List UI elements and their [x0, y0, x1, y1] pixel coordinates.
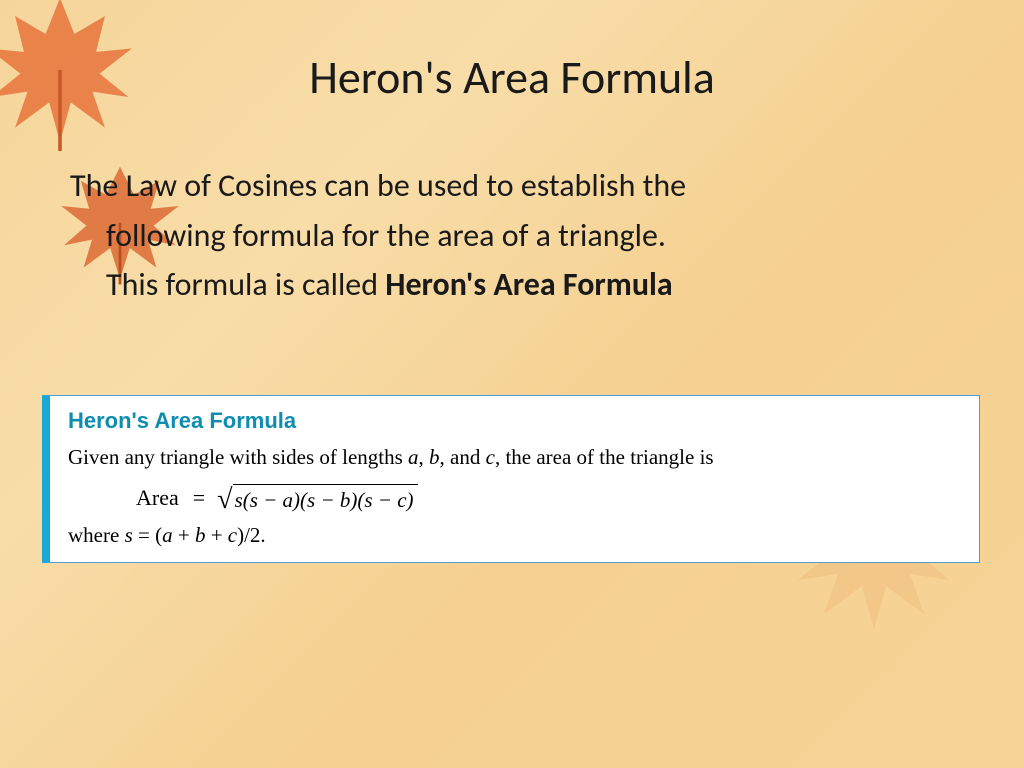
- slide-title: Heron's Area Formula: [60, 50, 964, 106]
- equals-sign: =: [193, 485, 205, 511]
- where-prefix: where: [68, 523, 125, 547]
- where-var-c: c: [228, 523, 237, 547]
- formula-given-text: Given any triangle with sides of lengths…: [68, 442, 961, 474]
- body-line-3: This formula is called Heron's Area Form…: [70, 260, 944, 310]
- where-plus2: +: [205, 523, 227, 547]
- body-line-3-bold: Heron's Area Formula: [385, 265, 672, 304]
- formula-equation: Area = √ s(s − a)(s − b)(s − c): [68, 484, 961, 513]
- formula-box: Heron's Area Formula Given any triangle …: [42, 395, 980, 563]
- given-comma1: ,: [419, 445, 430, 469]
- given-suffix: , the area of the triangle is: [495, 445, 714, 469]
- sqrt-container: √ s(s − a)(s − b)(s − c): [217, 484, 417, 513]
- sqrt-symbol: √: [217, 486, 232, 514]
- where-suffix: )/2.: [237, 523, 266, 547]
- slide-body-text: The Law of Cosines can be used to establ…: [60, 161, 964, 310]
- formula-box-title: Heron's Area Formula: [68, 408, 961, 434]
- body-line-2: following formula for the area of a tria…: [70, 211, 944, 261]
- where-plus1: +: [173, 523, 195, 547]
- where-var-s: s: [125, 523, 133, 547]
- given-comma2: , and: [440, 445, 486, 469]
- given-var-c: c: [486, 445, 495, 469]
- given-prefix: Given any triangle with sides of lengths: [68, 445, 408, 469]
- where-equals: = (: [133, 523, 162, 547]
- where-var-a: a: [162, 523, 173, 547]
- body-line-1: The Law of Cosines can be used to establ…: [70, 161, 944, 211]
- sqrt-expression: s(s − a)(s − b)(s − c): [233, 484, 418, 513]
- slide-content: Heron's Area Formula The Law of Cosines …: [0, 0, 1024, 768]
- where-var-b: b: [195, 523, 206, 547]
- body-line-3-part1: This formula is called: [106, 265, 385, 304]
- given-var-b: b: [429, 445, 440, 469]
- area-label: Area: [136, 485, 179, 511]
- formula-where: where s = (a + b + c)/2.: [68, 523, 961, 548]
- given-var-a: a: [408, 445, 419, 469]
